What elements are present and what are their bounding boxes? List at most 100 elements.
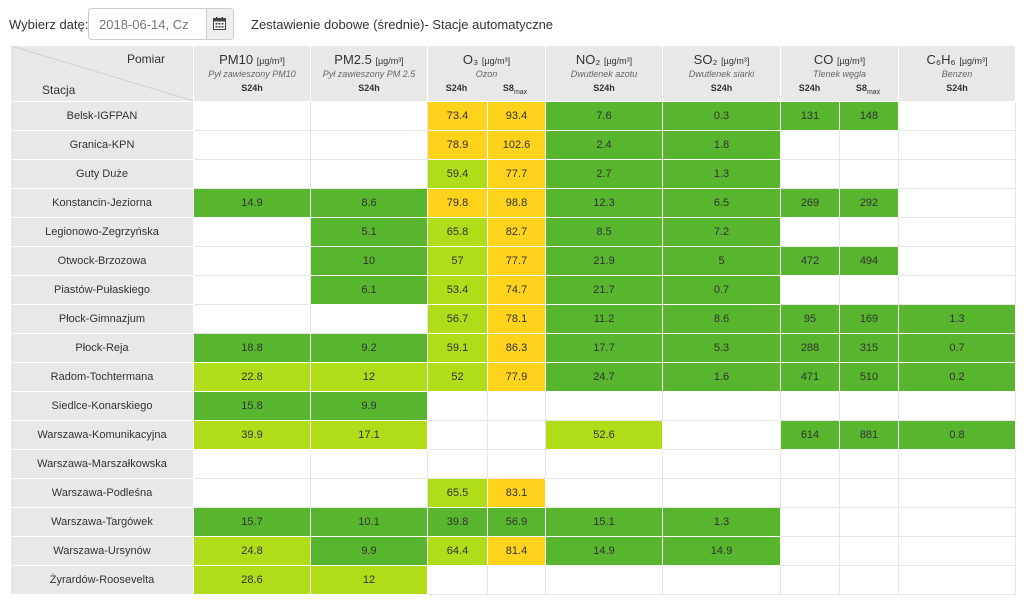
cell-pm10: 15.7 (193, 507, 311, 537)
column-header-co[interactable]: CO [µg/m³] Tlenek węgla S24h S8max (780, 45, 899, 102)
station-name[interactable]: Warszawa-Komunikacyjna (10, 420, 194, 450)
column-header-o3[interactable]: O₃ [µg/m³] Ozon S24h S8max (427, 45, 546, 102)
cell-o3-8hmax: 98.8 (487, 188, 546, 218)
column-header-c6h6[interactable]: C₆H₆ [µg/m³] Benzen S24h (898, 45, 1016, 102)
station-name[interactable]: Belsk-IGFPAN (10, 101, 194, 131)
station-name[interactable]: Legionowo-Zegrzyńska (10, 217, 194, 247)
column-header-pm10[interactable]: PM10 [µg/m³] Pył zawieszony PM10 S24h (193, 45, 311, 102)
cell-so2: 1.8 (662, 130, 781, 160)
station-name[interactable]: Płock-Reja (10, 333, 194, 363)
cell-no2 (545, 565, 663, 595)
cell-pm10: 28.6 (193, 565, 311, 595)
cell-co-24h: 95 (780, 304, 840, 334)
cell-pm25: 8.6 (310, 188, 428, 218)
cell-so2: 7.2 (662, 217, 781, 247)
station-name[interactable]: Warszawa-Targówek (10, 507, 194, 537)
cell-co-8hmax (839, 536, 899, 566)
cell-c6h6 (898, 507, 1016, 537)
cell-pm10 (193, 304, 311, 334)
cell-so2: 5 (662, 246, 781, 276)
cell-co-8hmax (839, 449, 899, 479)
cell-co-8hmax (839, 565, 899, 595)
table-row: Płock-Gimnazjum 56.7 78.1 11.2 8.6 95 169 1.3 (10, 304, 1016, 334)
cell-o3-24h: 59.1 (427, 333, 488, 363)
cell-so2: 1.3 (662, 507, 781, 537)
pm25-desc: Pył zawieszony PM 2.5 (322, 69, 416, 79)
cell-no2: 21.7 (545, 275, 663, 305)
cell-pm25: 6.1 (310, 275, 428, 305)
date-input[interactable] (89, 9, 207, 39)
cell-so2: 0.7 (662, 275, 781, 305)
cell-c6h6: 1.3 (898, 304, 1016, 334)
station-name[interactable]: Warszawa-Ursynów (10, 536, 194, 566)
pm10-avg: S24h (241, 83, 263, 93)
calendar-button[interactable] (206, 9, 233, 39)
table-row: Granica-KPN 78.9 102.6 2.4 1.8 (10, 130, 1016, 160)
table-row: Guty Duże 59.4 77.7 2.7 1.3 (10, 159, 1016, 189)
cell-no2 (545, 478, 663, 508)
pm25-unit: [µg/m³] (375, 56, 404, 66)
cell-o3-24h: 52 (427, 362, 488, 392)
cell-co-8hmax: 510 (839, 362, 899, 392)
station-name[interactable]: Siedlce-Konarskiego (10, 391, 194, 421)
cell-pm10: 14.9 (193, 188, 311, 218)
column-header-pm25[interactable]: PM2.5 [µg/m³] Pył zawieszony PM 2.5 S24h (310, 45, 428, 102)
cell-so2 (662, 478, 781, 508)
stacja-label: Stacja (42, 83, 76, 97)
cell-co-24h: 472 (780, 246, 840, 276)
cell-o3-8hmax (487, 420, 546, 450)
cell-o3-24h: 39.8 (427, 507, 488, 537)
cell-c6h6 (898, 565, 1016, 595)
station-name[interactable]: Guty Duże (10, 159, 194, 189)
station-name[interactable]: Warszawa-Podleśna (10, 478, 194, 508)
station-name[interactable]: Warszawa-Marszałkowska (10, 449, 194, 479)
o3-avg-8h-sub: max (513, 88, 528, 96)
cell-o3-24h: 65.8 (427, 217, 488, 247)
cell-no2: 2.4 (545, 130, 663, 160)
table-row: Warszawa-Podleśna 65.5 83.1 (10, 478, 1016, 508)
no2-avg: S24h (593, 83, 615, 93)
so2-name: SO₂ (693, 52, 718, 67)
column-header-no2[interactable]: NO₂ [µg/m³] Dwutlenek azotu S24h (545, 45, 663, 102)
cell-pm10: 24.8 (193, 536, 311, 566)
cell-pm10: 15.8 (193, 391, 311, 421)
cell-so2: 1.6 (662, 362, 781, 392)
station-name[interactable]: Piastów-Pułaskiego (10, 275, 194, 305)
pm10-name: PM10 (219, 52, 254, 67)
cell-o3-8hmax: 81.4 (487, 536, 546, 566)
date-picker[interactable] (88, 8, 234, 40)
cell-no2: 7.6 (545, 101, 663, 131)
cell-pm10: 18.8 (193, 333, 311, 363)
table-row: Otwock-Brzozowa 10 57 77.7 21.9 5 472 494 (10, 246, 1016, 276)
cell-o3-8hmax (487, 449, 546, 479)
cell-so2 (662, 391, 781, 421)
table-row: Warszawa-Ursynów 24.8 9.9 64.4 81.4 14.9 14.9 (10, 536, 1016, 566)
station-name[interactable]: Otwock-Brzozowa (10, 246, 194, 276)
column-header-so2[interactable]: SO₂ [µg/m³] Dwutlenek siarki S24h (662, 45, 781, 102)
cell-co-24h (780, 391, 840, 421)
cell-o3-24h: 79.8 (427, 188, 488, 218)
table-row: Belsk-IGFPAN 73.4 93.4 7.6 0.3 131 148 (10, 101, 1016, 131)
cell-o3-8hmax: 77.9 (487, 362, 546, 392)
page-title: Zestawienie dobowe (średnie)- Stacje aut… (251, 17, 554, 32)
station-name[interactable]: Konstancin-Jeziorna (10, 188, 194, 218)
cell-c6h6 (898, 536, 1016, 566)
cell-c6h6 (898, 246, 1016, 276)
table-row: Konstancin-Jeziorna 14.9 8.6 79.8 98.8 12.3 6.… (10, 188, 1016, 218)
cell-co-8hmax (839, 217, 899, 247)
station-name[interactable]: Żyrardów-Roosevelta (10, 565, 194, 595)
cell-so2 (662, 420, 781, 450)
cell-c6h6 (898, 159, 1016, 189)
cell-co-8hmax (839, 275, 899, 305)
station-name[interactable]: Granica-KPN (10, 130, 194, 160)
cell-pm25: 10 (310, 246, 428, 276)
cell-pm10 (193, 275, 311, 305)
station-name[interactable]: Radom-Tochtermana (10, 362, 194, 392)
cell-c6h6 (898, 391, 1016, 421)
cell-co-8hmax (839, 159, 899, 189)
cell-o3-8hmax: 74.7 (487, 275, 546, 305)
cell-pm10 (193, 478, 311, 508)
table-row: Legionowo-Zegrzyńska 5.1 65.8 82.7 8.5 7.2 (10, 217, 1016, 247)
station-name[interactable]: Płock-Gimnazjum (10, 304, 194, 334)
cell-o3-8hmax: 86.3 (487, 333, 546, 363)
